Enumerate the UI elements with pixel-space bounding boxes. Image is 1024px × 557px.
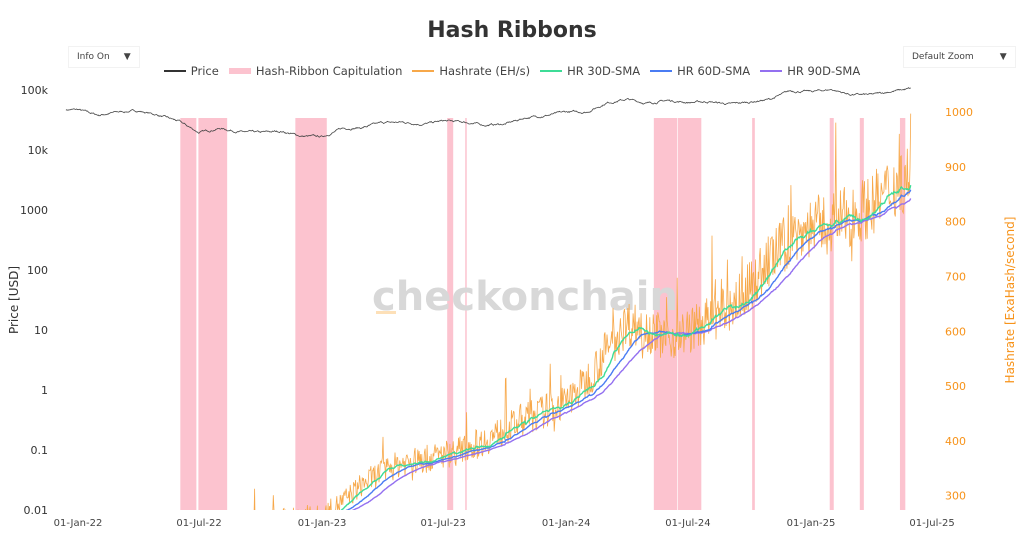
- right-axis-title: Hashrate [ExaHash/second]: [1003, 217, 1017, 384]
- left-axis-tick-label: 0.01: [24, 504, 49, 517]
- legend-label: HR 60D-SMA: [677, 64, 751, 78]
- x-axis-tick-label: 01-Jan-24: [542, 518, 591, 529]
- legend-swatch: [760, 70, 783, 72]
- left-axis-tick-label: 100k: [21, 84, 49, 97]
- legend-label: HR 30D-SMA: [567, 64, 641, 78]
- left-axis-tick-label: 1: [41, 384, 48, 397]
- x-axis-tick-label: 01-Jul-22: [176, 518, 221, 529]
- legend-label: Hash-Ribbon Capitulation: [255, 64, 403, 78]
- legend-item[interactable]: HR 90D-SMA: [760, 64, 860, 78]
- x-axis-tick-label: 01-Jan-25: [787, 518, 836, 529]
- x-axis-tick-label: 01-Jul-24: [665, 518, 710, 529]
- right-axis-tick-label: 600: [945, 325, 966, 338]
- hr-90d-sma-line: [351, 198, 912, 510]
- x-axis-tick-label: 01-Jan-22: [54, 518, 103, 529]
- watermark: checkonchain: [372, 274, 678, 320]
- left-axis-tick-label: 10k: [28, 144, 49, 157]
- right-axis-tick-label: 400: [945, 435, 966, 448]
- capitulation-band: [198, 118, 228, 510]
- x-axis-tick-label: 01-Jan-23: [298, 518, 347, 529]
- hashrate-line: [253, 113, 912, 510]
- legend-label: Hashrate (EH/s): [439, 64, 531, 78]
- hr-30d-sma-line: [340, 185, 912, 510]
- legend-swatch: [228, 68, 251, 74]
- legend-item[interactable]: Hash-Ribbon Capitulation: [228, 64, 403, 78]
- left-axis-tick-label: 10: [34, 324, 48, 337]
- triangle-down-icon: ▼: [123, 52, 131, 62]
- legend-item[interactable]: Price: [163, 64, 219, 78]
- capitulation-band: [752, 118, 755, 510]
- price-line: [65, 87, 911, 138]
- legend-label: Price: [190, 64, 219, 78]
- legend-label: HR 90D-SMA: [787, 64, 861, 78]
- hr-60d-sma-line: [345, 189, 912, 510]
- legend-swatch: [650, 70, 673, 72]
- right-axis-tick-label: 900: [945, 161, 966, 174]
- capitulation-bands: [180, 118, 906, 510]
- capitulation-band: [465, 118, 467, 510]
- legend-swatch: [540, 70, 563, 72]
- zoom-dropdown-label: Default Zoom: [912, 52, 974, 62]
- legend-swatch: [412, 70, 435, 72]
- hashrate-series: [253, 113, 912, 510]
- x-axis-tick-label: 01-Jul-25: [909, 518, 954, 529]
- triangle-down-icon: ▼: [999, 52, 1007, 62]
- zoom-dropdown[interactable]: Default Zoom ▼: [903, 46, 1016, 68]
- capitulation-band: [447, 118, 454, 510]
- left-axis-tick-label: 1000: [20, 204, 48, 217]
- chart-title: Hash Ribbons: [427, 18, 597, 43]
- right-axis-tick-label: 700: [945, 270, 966, 283]
- left-axis-tick-label: 0.1: [31, 444, 49, 457]
- legend-item[interactable]: Hashrate (EH/s): [412, 64, 530, 78]
- capitulation-band: [829, 118, 834, 510]
- left-axis-title: Price [USD]: [7, 266, 21, 334]
- capitulation-band: [295, 118, 327, 510]
- legend-swatch: [163, 70, 186, 72]
- info-dropdown-label: Info On: [77, 52, 110, 62]
- capitulation-band: [677, 118, 702, 510]
- right-axis-tick-label: 800: [945, 216, 966, 229]
- capitulation-band: [859, 118, 864, 510]
- legend: Price Hash-Ribbon Capitulation Hashrate (E…: [0, 64, 1024, 78]
- capitulation-band: [180, 118, 197, 510]
- right-axis-tick-label: 300: [945, 490, 966, 503]
- capitulation-band: [653, 118, 678, 510]
- legend-item[interactable]: HR 60D-SMA: [650, 64, 750, 78]
- x-axis-tick-label: 01-Jul-23: [421, 518, 466, 529]
- right-axis-tick-label: 500: [945, 380, 966, 393]
- capitulation-band: [899, 118, 906, 510]
- watermark-logo-dash: [376, 311, 396, 314]
- legend-item[interactable]: HR 30D-SMA: [540, 64, 640, 78]
- left-axis-tick-label: 100: [27, 264, 48, 277]
- right-axis-tick-label: 1000: [945, 106, 973, 119]
- info-dropdown[interactable]: Info On ▼: [68, 46, 140, 68]
